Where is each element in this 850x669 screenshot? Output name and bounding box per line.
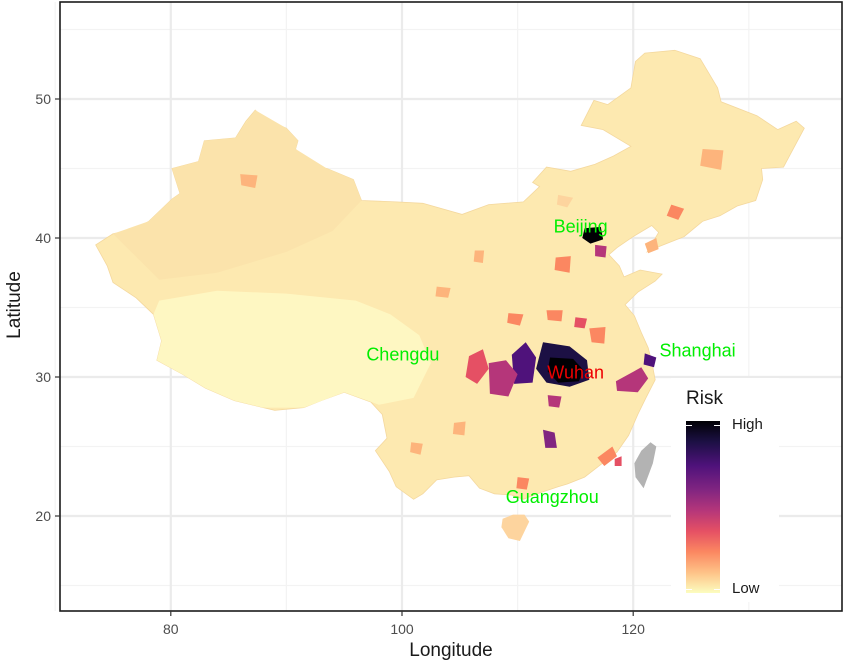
risk-legend: Risk High Low: [671, 378, 779, 602]
risk-area-24: [240, 174, 258, 188]
city-labels: Beijing Shanghai Chengdu Wuhan Guangzhou: [366, 216, 735, 507]
risk-area-4: [488, 360, 518, 397]
x-axis-ticks: 80 100 120: [163, 611, 645, 637]
risk-area-27: [556, 194, 574, 208]
risk-area-18: [700, 149, 724, 170]
risk-area-3: [511, 342, 537, 384]
taiwan-island: [634, 442, 657, 489]
city-label-beijing: Beijing: [554, 216, 608, 236]
risk-area-17: [666, 204, 685, 220]
legend-title: Risk: [686, 388, 723, 409]
risk-area-22: [452, 421, 466, 436]
x-tick-label-80: 80: [163, 621, 179, 637]
y-axis-ticks: 20 30 40 50: [35, 91, 60, 524]
city-label-guangzhou: Guangzhou: [506, 487, 599, 507]
tibet-region: [153, 290, 431, 408]
legend-high-label: High: [732, 416, 763, 433]
legend-tick-high-left: [686, 425, 692, 426]
risk-area-12: [574, 317, 587, 329]
risk-area-28: [614, 456, 622, 466]
risk-area-8: [643, 353, 657, 368]
risk-area-16: [554, 256, 571, 273]
risk-area-2: [547, 357, 584, 383]
city-label-wuhan: Wuhan: [547, 363, 604, 383]
legend-tick-low-left: [686, 589, 692, 590]
xinjiang-region: [113, 110, 362, 280]
risk-area-23: [410, 442, 423, 455]
hainan-island: [501, 514, 530, 541]
legend-colorbar: [686, 421, 720, 593]
x-axis-title: Longitude: [409, 640, 493, 661]
risk-area-11: [547, 395, 562, 408]
y-axis-title: Latitude: [4, 271, 25, 339]
risk-area-26: [473, 250, 485, 263]
panel-border: [59, 1, 843, 612]
risk-area-15: [507, 313, 524, 326]
risk-area-6: [582, 226, 604, 244]
city-label-chengdu: Chengdu: [366, 344, 439, 364]
risk-area-19: [644, 238, 659, 254]
x-tick-label-120: 120: [622, 621, 646, 637]
legend-low-label: Low: [732, 580, 760, 597]
risk-area-9: [615, 367, 649, 393]
risk-area-20: [516, 477, 530, 490]
y-tick-label-50: 50: [35, 91, 51, 107]
risk-area-14: [589, 327, 606, 344]
risk-area-7: [595, 244, 607, 258]
risk-hotspots: [240, 149, 724, 490]
city-label-shanghai: Shanghai: [660, 340, 736, 360]
risk-area-13: [546, 310, 563, 322]
risk-area-21: [597, 446, 617, 466]
y-tick-label-20: 20: [35, 508, 51, 524]
risk-area-10: [543, 429, 557, 448]
risk-area-25: [435, 286, 451, 298]
y-tick-label-30: 30: [35, 369, 51, 385]
legend-tick-low-right: [714, 589, 720, 590]
x-tick-label-100: 100: [390, 621, 414, 637]
y-tick-label-40: 40: [35, 230, 51, 246]
legend-tick-high-right: [714, 425, 720, 426]
risk-area-5: [465, 349, 489, 384]
